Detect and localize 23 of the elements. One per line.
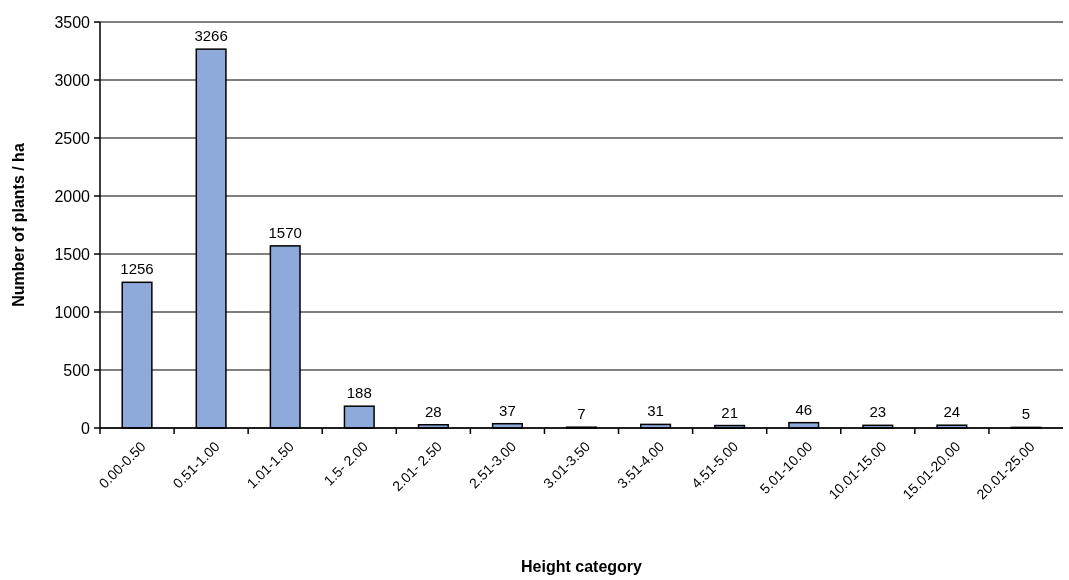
data-label: 23 [869,403,887,421]
data-label: 24 [943,403,961,421]
y-tick-label: 3000 [54,71,91,89]
data-label: 1256 [120,260,154,278]
data-label: 28 [425,402,442,420]
y-tick-label: 2500 [54,129,91,147]
data-label: 5 [1021,405,1031,423]
data-label: 31 [647,402,664,420]
y-tick-label: 500 [63,361,91,379]
data-label: 7 [577,405,586,423]
y-tick-label: 0 [81,419,91,437]
y-axis-title: Number of plants / ha [10,143,27,307]
y-tick-label: 1500 [54,245,91,263]
y-tick-label: 2000 [54,187,91,205]
data-label: 3266 [194,27,228,45]
x-axis-title: Height category [521,558,643,575]
data-label: 46 [795,400,813,418]
y-tick-label: 3500 [54,13,91,31]
data-label: 21 [721,403,738,421]
data-label: 37 [499,401,516,419]
y-tick-label: 1000 [54,303,91,321]
data-label: 188 [346,384,372,402]
data-label: 1570 [268,223,302,241]
